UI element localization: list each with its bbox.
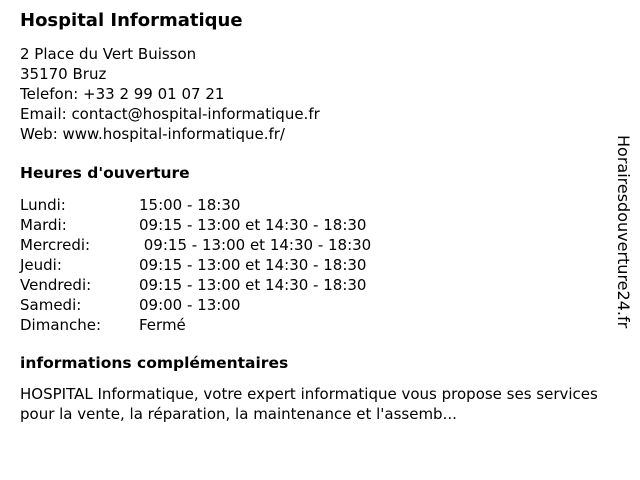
hours-row: Mercredi: 09:15 - 13:00 et 14:30 - 18:30 [20, 235, 371, 255]
day: Lundi: [20, 196, 66, 214]
contact-info: 2 Place du Vert Buisson 35170 Bruz Telef… [20, 44, 320, 144]
time: 09:15 - 13:00 et 14:30 - 18:30 [139, 256, 367, 274]
day: Vendredi: [20, 276, 92, 294]
day: Jeudi: [20, 256, 62, 274]
day: Mardi: [20, 216, 67, 234]
address-street: 2 Place du Vert Buisson [20, 45, 197, 63]
email: Email: contact@hospital-informatique.fr [20, 105, 320, 123]
hours-table: Lundi: 15:00 - 18:30 Mardi: 09:15 - 13:00 … [20, 195, 371, 335]
hours-row: Samedi: 09:00 - 13:00 [20, 295, 371, 315]
day: Dimanche: [20, 316, 102, 334]
hours-heading: Heures d'ouverture [20, 164, 190, 182]
hours-row: Mardi: 09:15 - 13:00 et 14:30 - 18:30 [20, 215, 371, 235]
info-heading: informations complémentaires [20, 354, 289, 372]
business-name: Hospital Informatique [20, 10, 243, 31]
day: Samedi: [20, 296, 82, 314]
hours-row: Lundi: 15:00 - 18:30 [20, 195, 371, 215]
hours-row: Dimanche: Fermé [20, 315, 371, 335]
time: 15:00 - 18:30 [139, 196, 241, 214]
address-city: 35170 Bruz [20, 65, 107, 83]
time: 09:15 - 13:00 et 14:30 - 18:30 [139, 276, 367, 294]
hours-row: Vendredi: 09:15 - 13:00 et 14:30 - 18:30 [20, 275, 371, 295]
info-text: HOSPITAL Informatique, votre expert info… [20, 385, 598, 423]
website: Web: www.hospital-informatique.fr/ [20, 125, 285, 143]
time: 09:00 - 13:00 [139, 296, 241, 314]
time: 09:15 - 13:00 et 14:30 - 18:30 [139, 236, 372, 254]
phone: Telefon: +33 2 99 01 07 21 [20, 85, 225, 103]
hours-row: Jeudi: 09:15 - 13:00 et 14:30 - 18:30 [20, 255, 371, 275]
time: Fermé [139, 316, 186, 334]
watermark: Horairesdouverture24.fr [614, 135, 633, 329]
time: 09:15 - 13:00 et 14:30 - 18:30 [139, 216, 367, 234]
day: Mercredi: [20, 236, 91, 254]
